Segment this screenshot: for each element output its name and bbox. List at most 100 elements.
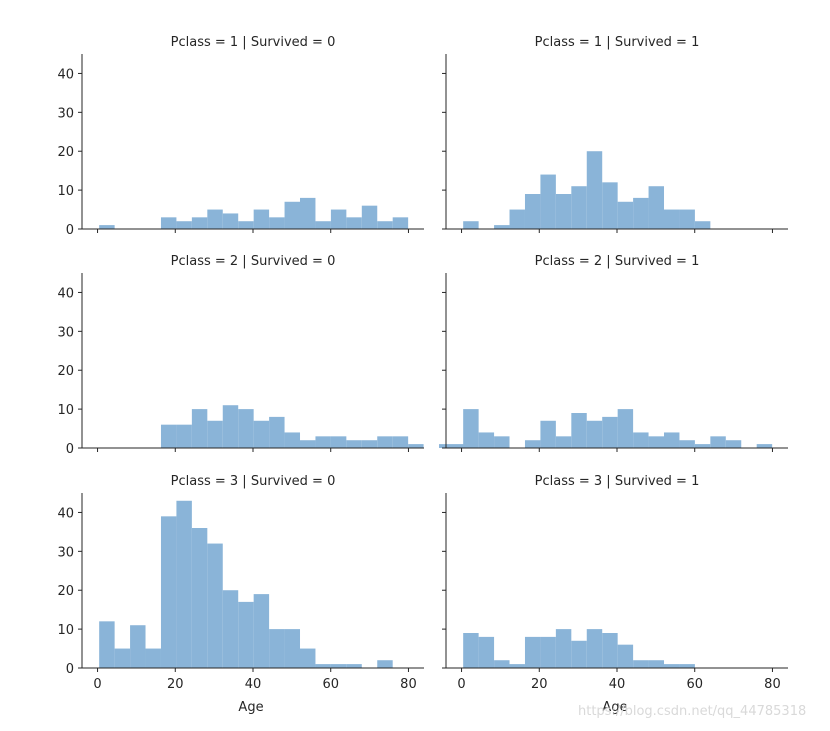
histogram-bar <box>586 151 603 229</box>
histogram-bar <box>253 420 270 448</box>
y-tick-label: 40 <box>57 506 74 521</box>
y-tick-label: 30 <box>57 545 74 560</box>
histogram-bar <box>253 594 270 668</box>
histogram-bar <box>602 416 618 448</box>
x-axis-label: Age <box>238 700 263 715</box>
histogram-bar <box>494 660 510 668</box>
y-tick-label: 30 <box>57 106 74 121</box>
y-tick-label: 0 <box>66 442 74 457</box>
histogram-bar <box>222 213 239 229</box>
y-tick-label: 30 <box>57 325 74 340</box>
x-tick-label: 0 <box>457 677 465 692</box>
histogram-bar <box>602 182 618 229</box>
histogram-bar <box>555 194 572 229</box>
y-tick-label: 40 <box>57 67 74 82</box>
x-tick-label: 60 <box>686 677 703 692</box>
histogram-bar <box>648 660 665 668</box>
panel-title: Pclass = 2 | Survived = 1 <box>535 254 700 269</box>
histogram-bar <box>330 436 347 448</box>
histogram-bar <box>478 432 495 448</box>
histogram-bar <box>238 409 254 448</box>
facet-panel: Pclass = 1 | Survived = 0 0 10 20 30 40 <box>57 35 424 238</box>
histogram-bar <box>377 221 393 229</box>
histogram-bar <box>524 440 541 448</box>
histogram-bar <box>191 409 208 448</box>
histogram-bar <box>284 201 301 229</box>
histogram-bar <box>725 440 742 448</box>
histogram-bar <box>176 500 192 668</box>
facet-panel: Pclass = 2 | Survived = 1 <box>442 254 788 452</box>
y-tick-label: 0 <box>66 223 74 238</box>
histogram-bar <box>617 201 634 229</box>
histogram-bar <box>664 432 680 448</box>
histogram-bar <box>377 436 393 448</box>
histogram-bar <box>160 424 177 448</box>
histogram-bar <box>300 197 316 229</box>
histogram-bar <box>540 636 556 668</box>
histogram-bar <box>145 648 161 668</box>
y-tick-label: 20 <box>57 145 74 160</box>
histogram-bar <box>664 209 680 229</box>
histogram-bar <box>524 636 541 668</box>
histogram-bar <box>509 664 525 668</box>
histogram-bar <box>648 436 665 448</box>
x-tick-label: 20 <box>167 677 184 692</box>
histogram-bar <box>494 436 510 448</box>
histogram-bar <box>253 209 270 229</box>
y-tick-label: 0 <box>66 662 74 677</box>
histogram-bar <box>346 664 362 668</box>
histogram-bar <box>524 194 541 229</box>
histogram-bar <box>160 217 177 229</box>
x-tick-label: 0 <box>93 677 101 692</box>
histogram-bar <box>679 209 695 229</box>
histogram-bar <box>555 629 572 668</box>
panel-title: Pclass = 1 | Survived = 0 <box>171 35 336 50</box>
histogram-bar <box>238 601 254 668</box>
panel-title: Pclass = 1 | Survived = 1 <box>535 35 700 50</box>
histogram-bar <box>463 409 479 448</box>
histogram-bar <box>756 444 773 448</box>
histogram-bar <box>330 209 347 229</box>
facet-panel: Pclass = 2 | Survived = 0 0 10 20 30 40 <box>57 254 470 457</box>
histogram-bar <box>130 625 146 668</box>
histogram-bar <box>463 221 479 229</box>
histogram-bar <box>555 436 572 448</box>
histogram-bar <box>494 225 510 229</box>
histogram-bar <box>694 221 711 229</box>
histogram-bar <box>361 205 378 229</box>
histogram-bar <box>377 660 393 668</box>
y-tick-label: 20 <box>57 364 74 379</box>
histogram-bar <box>633 432 649 448</box>
histogram-bar <box>315 436 331 448</box>
histogram-bar <box>160 516 177 668</box>
histogram-bar <box>207 543 223 668</box>
histogram-bar <box>222 590 239 668</box>
y-tick-label: 10 <box>57 184 74 199</box>
histogram-bar <box>269 629 285 668</box>
histogram-bar <box>191 217 208 229</box>
histogram-bar <box>346 217 362 229</box>
histogram-bar <box>284 432 301 448</box>
histogram-bar <box>222 405 239 448</box>
histogram-bar <box>586 420 603 448</box>
histogram-bar <box>439 444 455 448</box>
histogram-bar <box>633 197 649 229</box>
x-tick-label: 60 <box>322 677 339 692</box>
histogram-bar <box>540 420 556 448</box>
histogram-bar <box>710 436 726 448</box>
x-tick-label: 40 <box>245 677 262 692</box>
histogram-bar <box>679 440 695 448</box>
histogram-bar <box>346 440 362 448</box>
histogram-bar <box>330 664 347 668</box>
facet-panel: Pclass = 3 | Survived = 0 0 10 20 30 40 0 20 40 6… <box>57 474 424 715</box>
histogram-bar <box>284 629 301 668</box>
y-tick-label: 10 <box>57 403 74 418</box>
histogram-bar <box>571 640 587 668</box>
histogram-bar <box>571 413 587 448</box>
facet-panel: Pclass = 3 | Survived = 1 0 20 40 60 80 Age <box>442 474 788 715</box>
histogram-bar <box>238 221 254 229</box>
histogram-bar <box>586 629 603 668</box>
histogram-bar <box>664 664 680 668</box>
histogram-bar <box>207 420 223 448</box>
y-tick-label: 10 <box>57 623 74 638</box>
